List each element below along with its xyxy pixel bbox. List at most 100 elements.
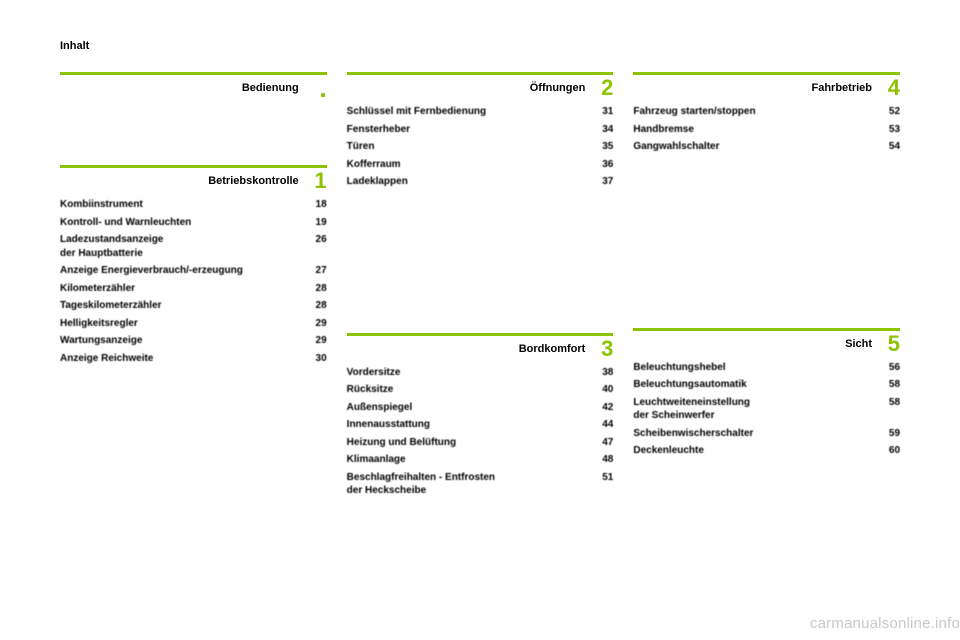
toc-item-page: 48 [587,453,613,467]
toc-item-page: 44 [587,418,613,432]
column-2: Öffnungen 2 Schlüssel mit Fernbedienung3… [347,72,614,522]
toc-item-page: 37 [587,175,613,189]
toc-item-label: Beleuchtungshebel [633,361,874,375]
section-bordkomfort: Bordkomfort 3 Vordersitze38 Rücksitze40 Au… [347,333,614,498]
toc-item: Kombiinstrument18 [60,198,327,212]
toc-item: Kofferraum36 [347,158,614,172]
toc-item-label: Schlüssel mit Fernbedienung [347,105,588,119]
toc-item-page: 19 [301,216,327,230]
section-title: Betriebskontrolle [60,175,305,187]
section-bar: Bordkomfort 3 [347,333,614,362]
section-bar: Sicht 5 [633,328,900,357]
spacer [633,178,900,328]
section-bar: Öffnungen 2 [347,72,614,101]
toc-item-page: 59 [874,427,900,441]
toc-item-label: Heizung und Belüftung [347,436,588,450]
footer-watermark: carmanualsonline.info [810,615,960,632]
toc-item-label: Fensterheber [347,123,588,137]
toc-item: Außenspiegel42 [347,401,614,415]
toc-item-page: 29 [301,334,327,348]
toc-item: Anzeige Reichweite30 [60,352,327,366]
toc-item: Scheibenwischerschalter59 [633,427,900,441]
toc-item: Fahrzeug starten/stoppen52 [633,105,900,119]
page-header: Inhalt [60,40,900,52]
toc-item-label: Rücksitze [347,383,588,397]
section-fahrbetrieb: Fahrbetrieb 4 Fahrzeug starten/stoppen52… [633,72,900,154]
section-title: Sicht [633,338,878,350]
item-list: Beleuchtungshebel56Beleuchtungsautomatik… [633,361,900,458]
toc-item-page: 34 [587,123,613,137]
toc-item: Deckenleuchte60 [633,444,900,458]
toc-item-label: Außenspiegel [347,401,588,415]
toc-item-page: 58 [874,378,900,392]
toc-item-label: Anzeige Reichweite [60,352,301,366]
column-3: Fahrbetrieb 4 Fahrzeug starten/stoppen52… [633,72,900,522]
toc-item-label: Gangwahlschalter [633,140,874,154]
toc-item: Heizung und Belüftung47 [347,436,614,450]
toc-item: Ladezustandsanzeigeder Hauptbatterie26 [60,233,327,260]
toc-item: Türen35 [347,140,614,154]
toc-item: Helligkeitsregler29 [60,317,327,331]
toc-item-page: 28 [301,299,327,313]
page: Inhalt Bedienung . Betriebskontrolle 1 K… [0,0,960,640]
section-betriebskontrolle: Betriebskontrolle 1 Kombiinstrument18Kon… [60,165,327,365]
toc-item-page: 40 [587,383,613,397]
toc-item-label: Türen [347,140,588,154]
toc-item: Ladeklappen37 [347,175,614,189]
toc-item-page: 28 [301,282,327,296]
toc-item-label: Kofferraum [347,158,588,172]
toc-item-label: Kombiinstrument [60,198,301,212]
spacer [60,125,327,165]
toc-item-label: Wartungsanzeige [60,334,301,348]
section-sicht: Sicht 5 Beleuchtungshebel56Beleuchtungsa… [633,328,900,458]
toc-item: Tageskilometerzähler28 [60,299,327,313]
toc-item-label: Ladeklappen [347,175,588,189]
section-title: Öffnungen [347,82,592,94]
toc-item: Anzeige Energieverbrauch/-erzeugung27 [60,264,327,278]
toc-item: Klimaanlage48 [347,453,614,467]
toc-item: Beleuchtungshebel56 [633,361,900,375]
toc-item: Gangwahlschalter54 [633,140,900,154]
toc-item-label: Tageskilometerzähler [60,299,301,313]
section-number: 5 [878,333,900,355]
toc-item: Rücksitze40 [347,383,614,397]
toc-item-label: Helligkeitsregler [60,317,301,331]
toc-item-label: Ladezustandsanzeigeder Hauptbatterie [60,233,301,260]
toc-item-page: 38 [587,366,613,380]
toc-item-label: Leuchtweiteneinstellungder Scheinwerfer [633,396,874,423]
toc-item-page: 47 [587,436,613,450]
toc-item-label: Scheibenwischerschalter [633,427,874,441]
toc-item-page: 52 [874,105,900,119]
toc-item: Beschlagfreihalten - Entfrostender Hecks… [347,471,614,498]
item-list: Vordersitze38 Rücksitze40 Außenspiegel42 In… [347,366,614,498]
section-bedienung: Bedienung . [60,72,327,101]
toc-item-label: Klimaanlage [347,453,588,467]
toc-item-page: 60 [874,444,900,458]
toc-item: Wartungsanzeige29 [60,334,327,348]
toc-item: Fensterheber34 [347,123,614,137]
section-number: 4 [878,77,900,99]
section-number: . [305,77,327,99]
toc-item-page: 56 [874,361,900,375]
toc-item: Schlüssel mit Fernbedienung31 [347,105,614,119]
toc-item-page: 42 [587,401,613,415]
toc-item-page: 35 [587,140,613,154]
toc-item-page: 31 [587,105,613,119]
toc-item-page: 30 [301,352,327,366]
toc-item: Vordersitze38 [347,366,614,380]
section-oeffnungen: Öffnungen 2 Schlüssel mit Fernbedienung3… [347,72,614,189]
item-list: Fahrzeug starten/stoppen52 Handbremse53 Ga… [633,105,900,154]
toc-item-label: Kontroll- und Warnleuchten [60,216,301,230]
toc-item-page: 26 [301,233,327,260]
toc-item: Leuchtweiteneinstellungder Scheinwerfer5… [633,396,900,423]
toc-item: Innenausstattung44 [347,418,614,432]
toc-item-page: 18 [301,198,327,212]
toc-item-page: 54 [874,140,900,154]
toc-item: Handbremse53 [633,123,900,137]
item-list: Schlüssel mit Fernbedienung31 Fensterhebe… [347,105,614,189]
toc-item-label: Handbremse [633,123,874,137]
section-bar: Betriebskontrolle 1 [60,165,327,194]
toc-item-label: Deckenleuchte [633,444,874,458]
toc-item-label: Vordersitze [347,366,588,380]
item-list: Kombiinstrument18Kontroll- und Warnleuch… [60,198,327,365]
